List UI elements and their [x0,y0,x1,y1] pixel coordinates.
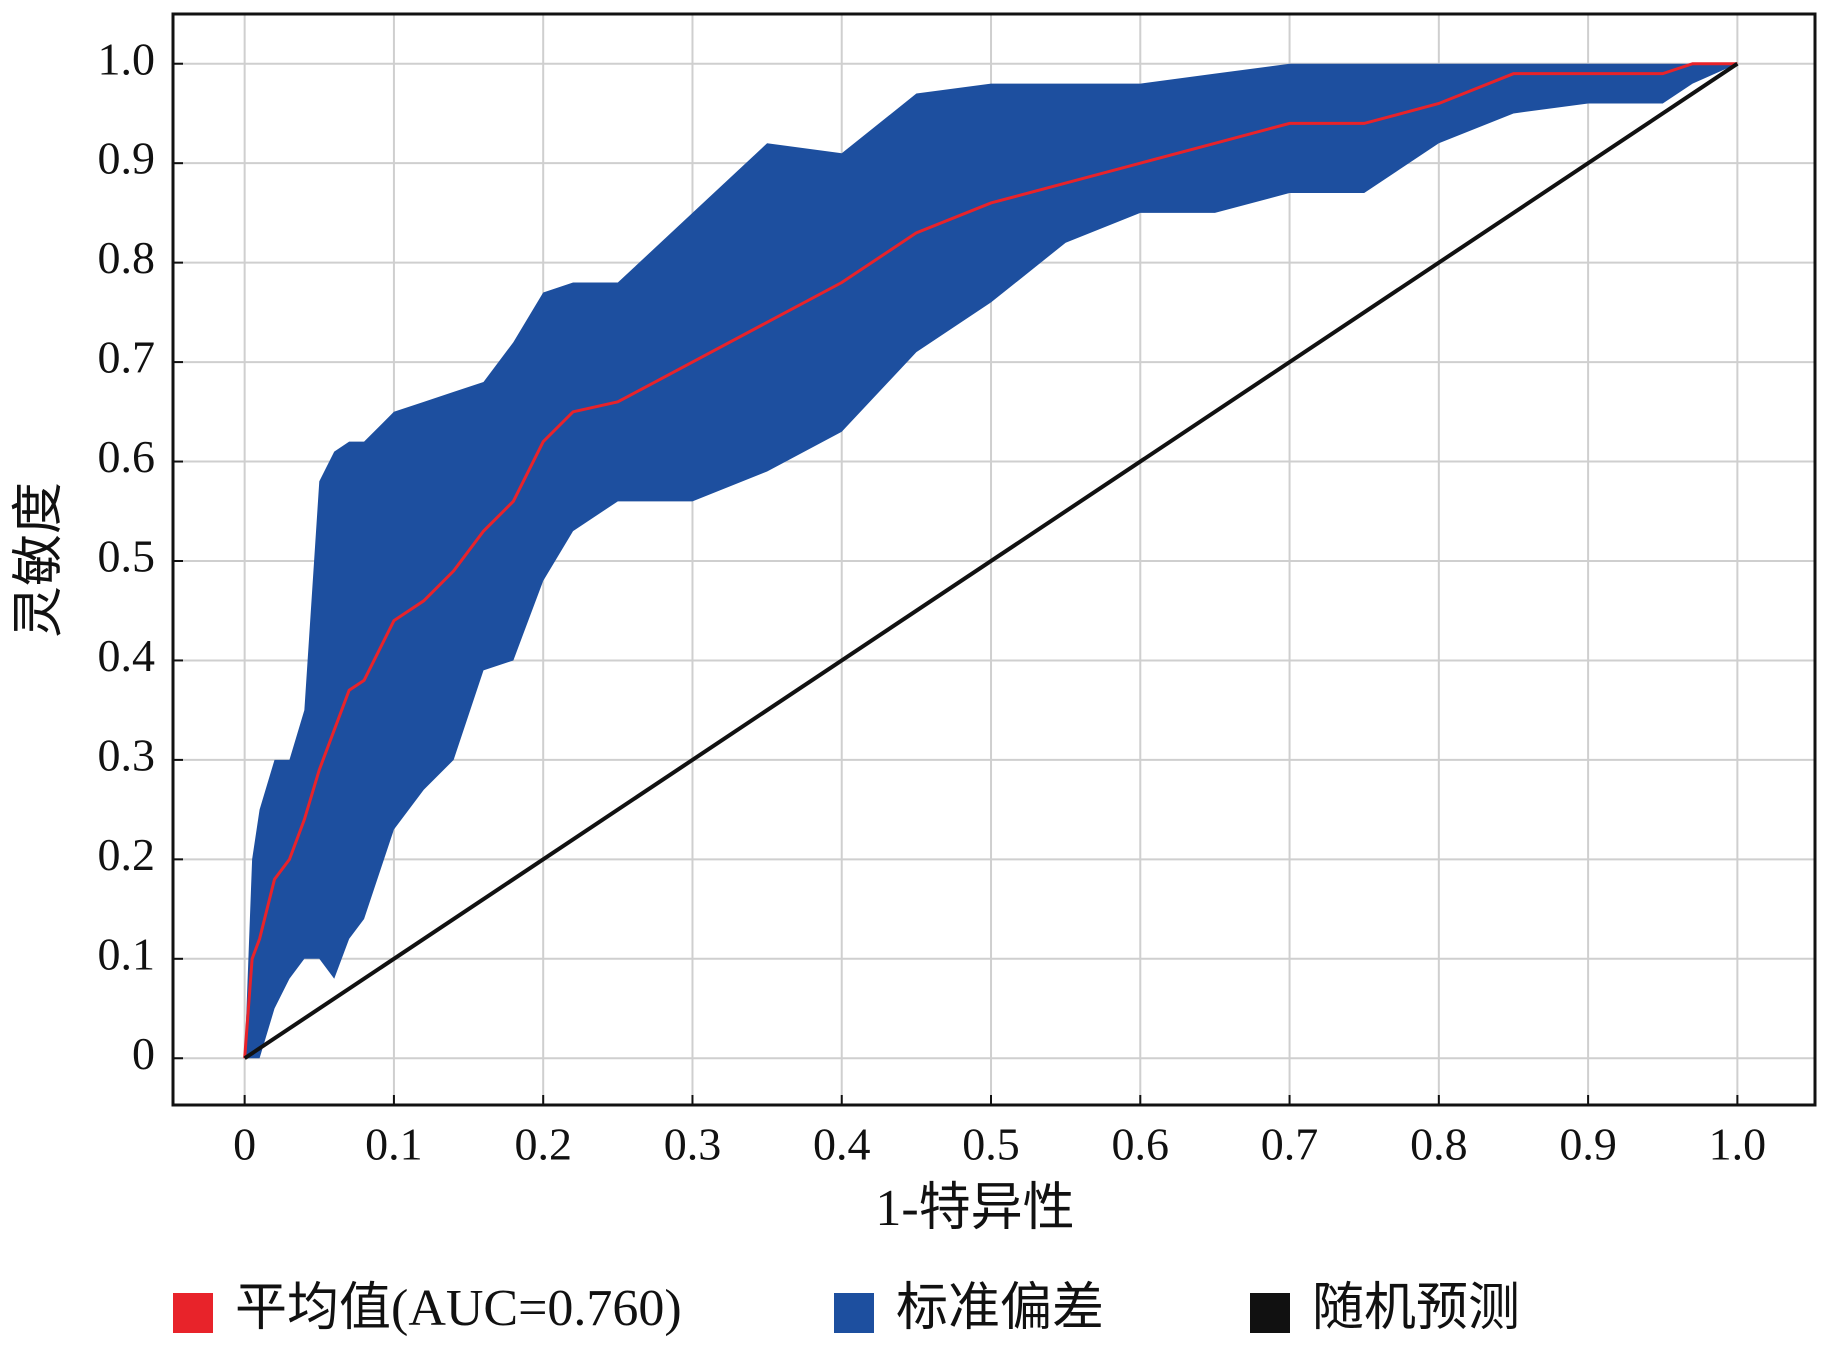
x-tick-label: 0 [233,1119,256,1170]
y-tick-label: 0.1 [98,928,156,979]
y-tick-label: 0.4 [98,630,156,681]
legend-label: 平均值(AUC=0.760) [235,1280,682,1337]
x-tick-label: 0.7 [1261,1119,1319,1170]
y-axis-label: 灵敏度 [11,482,68,638]
plot-frame [171,12,1817,1107]
std-band [244,63,1738,1059]
legend-swatch [834,1293,874,1333]
y-tick-label: 1.0 [98,33,156,84]
x-axis-label: 1-特异性 [875,1180,1074,1237]
legend-swatch [173,1293,213,1333]
x-tick-label: 0.9 [1559,1119,1617,1170]
y-tick-label: 0.9 [98,133,156,184]
x-tick-label: 0.1 [365,1119,423,1170]
x-tick-label: 0.8 [1410,1119,1468,1170]
y-tick-label: 0.3 [98,729,156,780]
x-tick-label: 0.5 [962,1119,1020,1170]
y-tick-label: 0.7 [98,332,156,383]
x-tick-label: 0.2 [514,1119,572,1170]
x-tick-label: 1.0 [1709,1119,1767,1170]
x-tick-label: 0.3 [664,1119,722,1170]
y-tick-label: 0.5 [98,531,156,582]
x-tick-label: 0.6 [1112,1119,1170,1170]
legend-label: 标准偏差 [896,1280,1104,1337]
series-line [243,62,1738,1059]
legend-label: 随机预测 [1312,1280,1520,1337]
x-tick-label: 0.4 [813,1119,871,1170]
y-tick-label: 0.2 [98,829,156,880]
y-tick-label: 0 [132,1028,155,1079]
series-line [243,62,1739,1060]
y-tick-label: 0.6 [98,431,156,482]
legend-swatch [1250,1293,1290,1333]
y-tick-label: 0.8 [98,232,156,283]
